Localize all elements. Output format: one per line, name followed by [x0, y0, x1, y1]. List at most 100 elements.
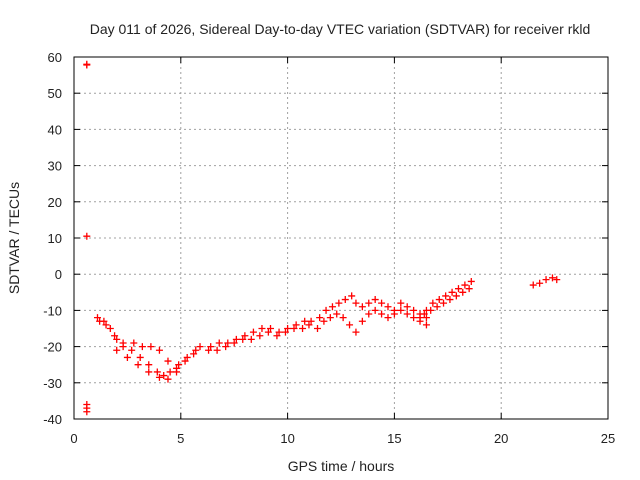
data-point	[273, 332, 281, 340]
y-tick-label: 20	[48, 195, 62, 210]
data-point	[267, 325, 275, 332]
data-point	[448, 288, 456, 296]
data-point	[314, 325, 322, 332]
y-tick-label: 50	[48, 86, 62, 101]
data-point	[284, 325, 292, 332]
data-point	[166, 368, 174, 376]
data-point	[113, 346, 121, 354]
series-trace-a	[93, 314, 200, 380]
data-point	[83, 408, 91, 416]
series-trace-c	[113, 346, 181, 383]
data-point	[83, 61, 91, 69]
data-point	[258, 325, 266, 332]
series-trace-e	[205, 321, 313, 354]
data-point	[433, 303, 441, 311]
data-point	[299, 325, 307, 332]
data-point	[183, 353, 191, 361]
data-point	[224, 339, 232, 347]
data-point	[339, 314, 347, 322]
data-point	[459, 288, 467, 296]
data-point	[326, 314, 334, 322]
data-point	[175, 361, 183, 369]
data-point	[292, 321, 300, 329]
x-tick-label: 25	[601, 431, 615, 446]
series-trace-i	[420, 285, 473, 318]
data-point	[123, 353, 131, 361]
data-marks	[83, 60, 561, 416]
data-point	[93, 314, 101, 322]
data-point	[232, 335, 240, 343]
data-point	[215, 339, 223, 347]
data-point	[173, 368, 181, 376]
data-point	[416, 314, 424, 322]
data-point	[378, 310, 386, 318]
data-point	[155, 373, 163, 381]
data-point	[305, 321, 313, 329]
data-point	[365, 310, 373, 318]
data-point	[427, 306, 435, 314]
data-point	[410, 306, 418, 314]
data-point	[454, 285, 462, 293]
data-point	[378, 299, 386, 307]
data-point	[213, 346, 221, 354]
data-point	[301, 317, 309, 325]
data-point	[230, 339, 238, 347]
data-point	[130, 339, 138, 347]
data-point	[452, 292, 460, 300]
data-point	[247, 335, 255, 343]
series-trace-f	[316, 292, 430, 322]
grid-layer	[74, 57, 608, 419]
data-point	[239, 335, 247, 343]
data-point	[106, 325, 114, 332]
x-tick-label: 20	[494, 431, 508, 446]
data-point	[205, 346, 213, 354]
data-point	[410, 314, 418, 322]
data-point	[147, 343, 155, 351]
data-point	[358, 303, 366, 311]
series-trace-j	[529, 274, 561, 289]
data-point	[281, 328, 289, 336]
data-point	[138, 343, 146, 351]
chart-title: Day 011 of 2026, Sidereal Day-to-day VTE…	[90, 21, 591, 37]
data-point	[145, 368, 153, 376]
data-point	[422, 321, 430, 329]
data-point	[164, 357, 172, 365]
data-point	[128, 346, 136, 354]
data-point	[352, 328, 360, 336]
data-point	[264, 328, 272, 336]
x-tick-label: 15	[387, 431, 401, 446]
data-point	[397, 306, 405, 314]
y-tick-label: -40	[43, 412, 62, 427]
x-axis-label: GPS time / hours	[288, 458, 395, 474]
y-tick-label: 0	[55, 267, 62, 282]
tick-label-layer: 0 5 10 15 20 25 -40 -30 -20 -10 0 10 20 30 40 50 60	[43, 50, 615, 446]
data-point	[102, 321, 110, 329]
data-point	[96, 317, 104, 325]
data-point	[553, 276, 561, 284]
data-point	[190, 350, 198, 358]
series-outlier-low	[83, 401, 91, 416]
y-axis-label: SDTVAR / TECUs	[6, 182, 22, 294]
data-point	[113, 335, 121, 343]
data-point	[536, 279, 544, 287]
data-point	[307, 317, 315, 325]
data-point	[461, 281, 469, 289]
data-point	[316, 314, 324, 322]
series-trace-b	[96, 317, 204, 372]
y-tick-label: 30	[48, 159, 62, 174]
data-point	[153, 368, 161, 376]
y-tick-label: -30	[43, 376, 62, 391]
series-outlier-high	[83, 60, 91, 240]
data-point	[111, 332, 119, 340]
data-point	[320, 317, 328, 325]
y-tick-label: 10	[48, 231, 62, 246]
data-point	[403, 303, 411, 311]
series-trace-d	[207, 317, 315, 351]
data-point	[241, 332, 249, 340]
data-point	[83, 232, 91, 240]
data-point	[346, 321, 354, 329]
data-point	[435, 296, 443, 304]
data-point	[328, 303, 336, 311]
data-point	[333, 310, 341, 318]
